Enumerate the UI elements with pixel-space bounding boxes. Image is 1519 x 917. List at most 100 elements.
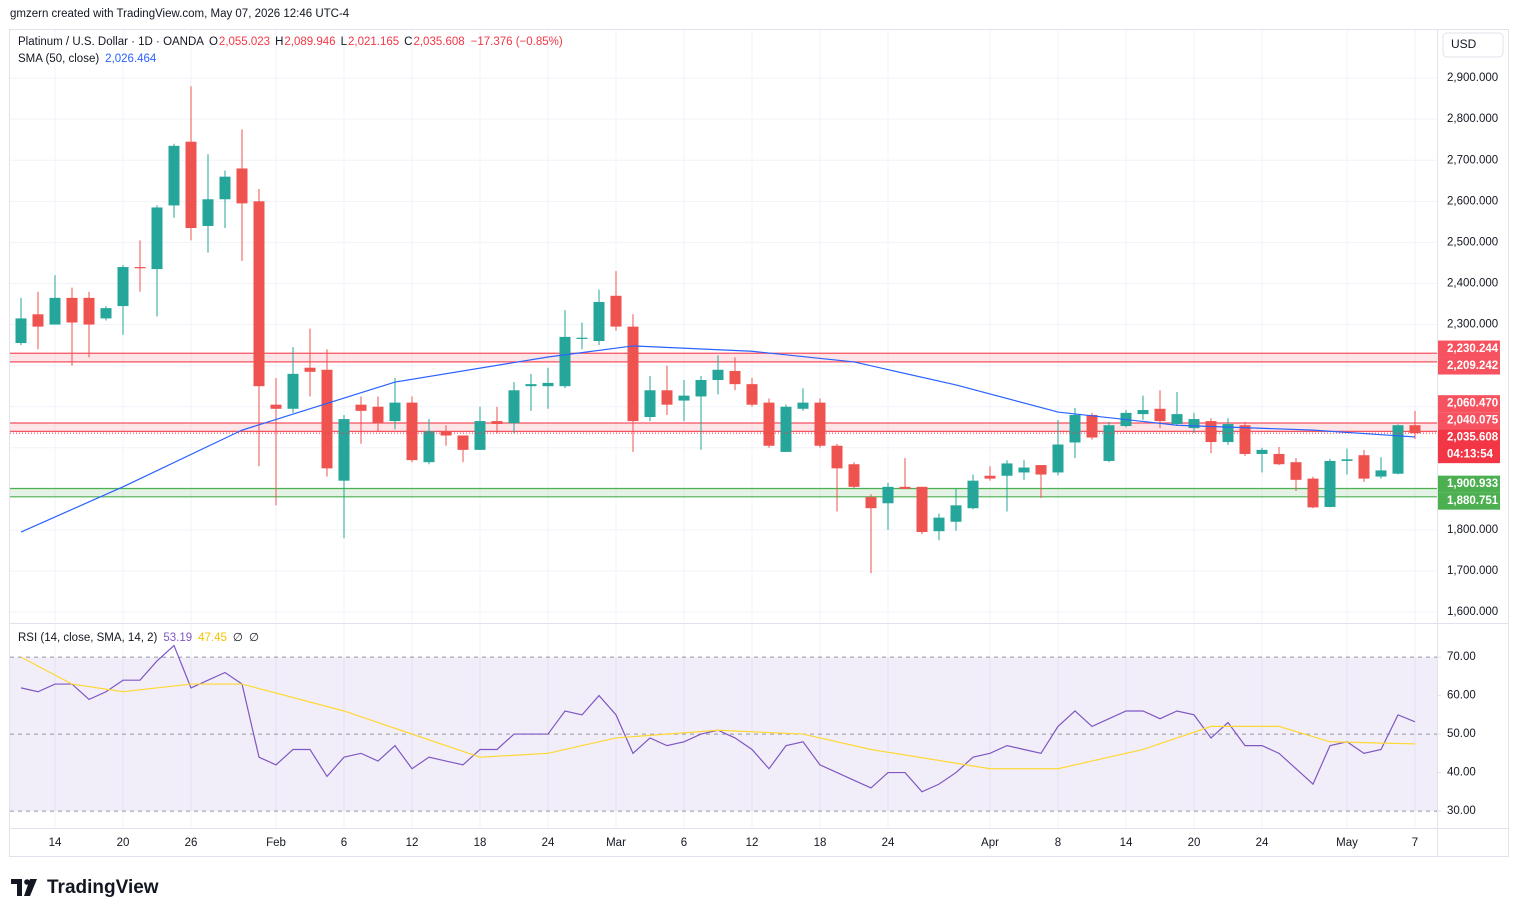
candle-body	[1035, 465, 1047, 475]
candle-body	[763, 402, 775, 446]
price-label-box	[1438, 357, 1500, 375]
y-tick-label: 2,600.000	[1447, 195, 1498, 207]
brand: TradingView	[47, 877, 159, 898]
candle-body	[661, 390, 673, 405]
candle-body	[916, 486, 928, 533]
x-tick-label: 6	[681, 837, 687, 849]
candle-body	[508, 390, 520, 424]
candle-body	[253, 201, 265, 387]
candle-body	[83, 297, 95, 325]
candle-body	[304, 367, 316, 372]
candle-body	[423, 431, 435, 463]
candle-body	[1239, 425, 1251, 454]
candle-body	[338, 419, 350, 481]
candle-body	[1256, 449, 1268, 454]
x-tick-label: 12	[746, 837, 759, 849]
legend-item: C	[404, 36, 412, 48]
frame	[9, 29, 1509, 857]
x-tick-label: Mar	[606, 837, 626, 849]
legend: SMA (50, close) 2,026.464	[18, 53, 157, 65]
rsi-sma-line	[20, 656, 1416, 770]
candle-body	[967, 480, 979, 509]
x-tick-label: 20	[117, 837, 130, 849]
legend-item: 53.19	[163, 632, 192, 644]
candle-body	[780, 406, 792, 452]
y-tick-label: 2,500.000	[1447, 236, 1498, 248]
legend-item: 2,035.608	[413, 36, 464, 48]
x-tick-label: 18	[474, 837, 487, 849]
zone-fill	[10, 422, 1437, 432]
rsi-tick-label: 30.00	[1447, 805, 1476, 817]
x-tick-label: Apr	[981, 837, 999, 849]
legend-item: ∅	[233, 632, 243, 644]
candle-body	[1188, 419, 1200, 429]
rsi-tick-label: 50.00	[1447, 728, 1476, 740]
x-tick-label: May	[1336, 837, 1358, 849]
x-tick-label: 8	[1055, 837, 1061, 849]
candle-body	[372, 406, 384, 424]
y-tick-label: 2,800.000	[1447, 113, 1498, 125]
price-label-box	[1438, 340, 1500, 358]
candle-body	[49, 297, 61, 325]
candle-body	[542, 382, 554, 387]
y-tick-label: 2,300.000	[1447, 319, 1498, 331]
legend: RSI (14, close, SMA, 14, 2) 53.19 47.45 ∅ ∅	[18, 632, 259, 644]
candle-body	[1409, 425, 1421, 434]
legend-item: Platinum / U.S. Dollar · 1D · OANDA	[18, 36, 204, 48]
candle-body	[321, 369, 333, 469]
price-label: 1,900.933	[1447, 478, 1498, 490]
candle-body	[236, 168, 248, 204]
currency-button[interactable]	[1442, 32, 1504, 58]
candle-body	[32, 314, 44, 327]
currency[interactable]: USD	[1451, 37, 1477, 51]
rsi-tick-label: 60.00	[1447, 690, 1476, 702]
candle-body	[814, 402, 826, 446]
candle-body	[627, 326, 639, 422]
candle-body	[219, 176, 231, 200]
y-tick-label: 2,400.000	[1447, 278, 1498, 290]
candle-body	[559, 336, 571, 387]
x-tick-label: 24	[542, 837, 555, 849]
candle-body	[525, 384, 537, 387]
legend-item: RSI (14, close, SMA, 14, 2)	[18, 632, 158, 644]
candle-body	[151, 207, 163, 270]
legend: Platinum / U.S. Dollar · 1D · OANDA O2,05…	[18, 36, 563, 48]
candle-body	[695, 380, 707, 397]
legend-item: 2,021.165	[348, 36, 399, 48]
candle-body	[1086, 414, 1098, 438]
x-tick-label: 24	[882, 837, 895, 849]
candle-body	[1290, 462, 1302, 480]
candle-body	[882, 486, 894, 504]
candle-body	[270, 404, 282, 409]
candle-body	[202, 199, 214, 226]
candle-body	[355, 404, 367, 411]
x-tick-label: 14	[1120, 837, 1133, 849]
y-tick-label: 1,600.000	[1447, 606, 1498, 618]
candle-body	[1358, 455, 1370, 479]
candle-body	[1052, 444, 1064, 473]
x-tick-label: 14	[49, 837, 62, 849]
candle-body	[1154, 408, 1166, 422]
x-tick-label: Feb	[266, 837, 286, 849]
candle-body	[1307, 478, 1319, 508]
x-tick-label: 26	[185, 837, 198, 849]
brand-logo: TradingView	[11, 877, 159, 898]
legend-item: O	[209, 36, 218, 48]
y-tick-label: 1,700.000	[1447, 565, 1498, 577]
legend-item: H	[275, 36, 283, 48]
price-label-box	[1438, 412, 1500, 430]
price-label: 2,230.244	[1447, 343, 1499, 355]
logo-mark	[24, 879, 37, 896]
price-label: 2,035.608	[1447, 432, 1499, 444]
candle-body	[899, 486, 911, 489]
candle-body	[457, 435, 469, 450]
candle-body	[797, 402, 809, 409]
header: gmzern created with TradingView.com, May…	[10, 8, 350, 20]
candle-body	[440, 431, 452, 436]
candle-body	[1205, 421, 1217, 443]
candle-body	[117, 267, 129, 307]
price-label-box	[1438, 429, 1500, 464]
candle-body	[100, 308, 112, 319]
